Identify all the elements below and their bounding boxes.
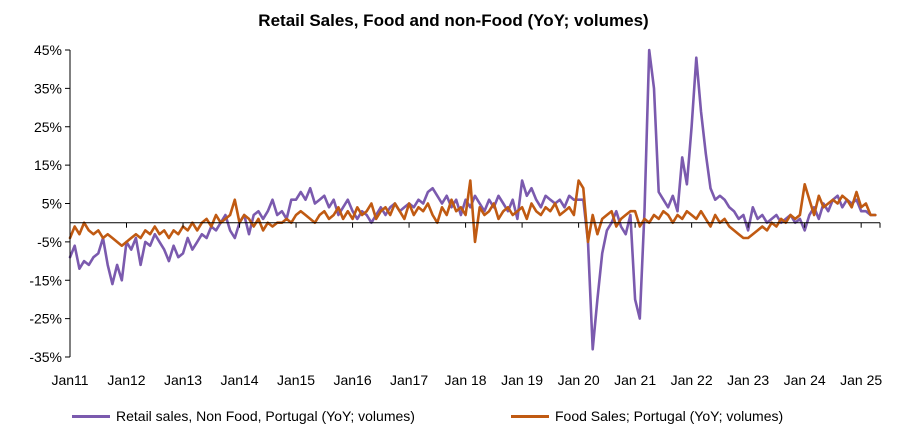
- legend-swatch-non-food: [72, 414, 110, 418]
- y-tick-label: 45%: [34, 42, 62, 58]
- x-tick-label: Jan 20: [558, 372, 600, 388]
- chart-title: Retail Sales, Food and non-Food (YoY; vo…: [258, 11, 649, 30]
- x-tick-label: Jan 23: [727, 372, 769, 388]
- x-tick-label: Jan 19: [501, 372, 543, 388]
- y-tick-label: 25%: [34, 119, 62, 135]
- legend-label-non-food: Retail sales, Non Food, Portugal (YoY; v…: [116, 408, 415, 424]
- legend-item-food: Food Sales; Portugal (YoY; volumes): [511, 408, 783, 424]
- y-tick-label: 15%: [34, 157, 62, 173]
- x-tick-label: Jan 24: [784, 372, 826, 388]
- x-tick-label: Jan12: [107, 372, 145, 388]
- y-tick-label: -5%: [37, 234, 62, 250]
- x-tick-label: Jan16: [333, 372, 371, 388]
- x-tick-label: Jan17: [390, 372, 428, 388]
- x-tick-label: Jan 21: [614, 372, 656, 388]
- legend-item-non-food: Retail sales, Non Food, Portugal (YoY; v…: [72, 408, 415, 424]
- y-tick-label: -25%: [29, 311, 62, 327]
- y-tick-label: -15%: [29, 272, 62, 288]
- x-tick-label: Jan 22: [671, 372, 713, 388]
- x-tick-label: Jan14: [220, 372, 258, 388]
- legend-label-food: Food Sales; Portugal (YoY; volumes): [555, 408, 784, 424]
- y-tick-label: 5%: [42, 196, 62, 212]
- legend-swatch-food: [511, 414, 549, 418]
- y-tick-label: -35%: [29, 349, 62, 365]
- series-line-food: [68, 179, 877, 247]
- y-tick-label: 35%: [34, 80, 62, 96]
- x-tick-label: Jan15: [277, 372, 315, 388]
- x-tick-label: Jan13: [164, 372, 202, 388]
- x-tick-label: Jan11: [51, 372, 88, 388]
- x-tick-label: Jan 25: [840, 372, 882, 388]
- x-tick-label: Jan 18: [445, 372, 487, 388]
- legend: Retail sales, Non Food, Portugal (YoY; v…: [0, 408, 907, 434]
